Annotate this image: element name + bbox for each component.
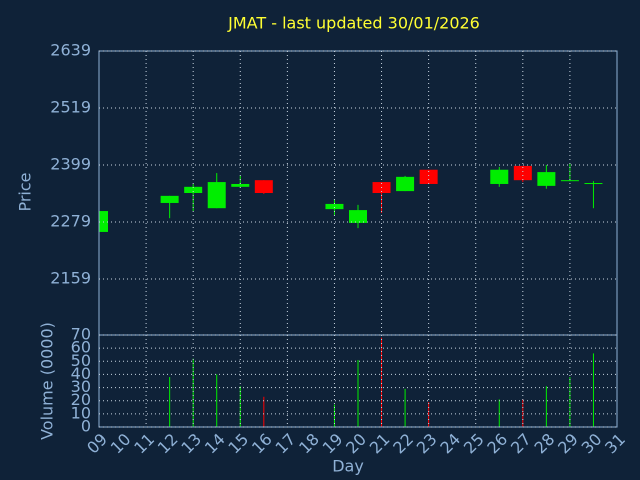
candle-body [419,169,438,184]
candle-body [207,182,226,209]
volume-bar [545,386,547,427]
y-tick-label: 2519 [50,97,91,116]
price-plot [99,163,603,232]
candle-body [396,176,415,192]
y2-tick-label: 10 [71,403,91,422]
y-tick-label: 2159 [50,268,91,287]
volume-bar [428,402,430,427]
candle-body [254,180,273,193]
volume-bar [404,388,406,427]
volume-bar [216,374,218,427]
y2-tick-label: 20 [71,390,91,409]
y-axis-label: Price [16,172,35,211]
candle-body [231,183,250,187]
y2-tick-label: 70 [71,325,91,344]
y-tick-label: 2399 [50,154,91,173]
y-tick-label: 2639 [50,41,91,60]
volume-bar [263,396,265,427]
candle-body [160,195,179,203]
y2-tick-label: 30 [71,377,91,396]
volume-bar [192,358,194,427]
y2-tick-label: 60 [71,338,91,357]
candle-body [560,180,579,182]
volume-bar [169,377,171,427]
y2-tick-label: 0 [81,417,91,436]
volume-bar [239,386,241,427]
candle-body [537,172,556,186]
volume-bar [569,377,571,427]
volume-bar [357,359,359,427]
volume-bar [592,353,594,427]
volume-bar [522,399,524,427]
candle-body [490,169,509,184]
price-frame [98,50,618,336]
candle-body [184,186,203,193]
y-tick-label: 2279 [50,211,91,230]
y2-tick-label: 50 [71,351,91,370]
x-axis-label: Day [332,457,364,476]
chart-title: JMAT - last updated 30/01/2026 [227,14,480,33]
x-tick-label: 31 [601,430,629,458]
y2-tick-label: 40 [71,364,91,383]
volume-bar [498,399,500,427]
candle-body [584,183,603,185]
candle-body [325,203,344,210]
volume-frame [98,334,618,428]
candle-body [513,165,532,181]
y2-axis-label: Volume (0000) [38,322,57,440]
volume-bar [381,337,383,427]
candle-body [349,210,367,223]
volume-plot [169,337,594,427]
